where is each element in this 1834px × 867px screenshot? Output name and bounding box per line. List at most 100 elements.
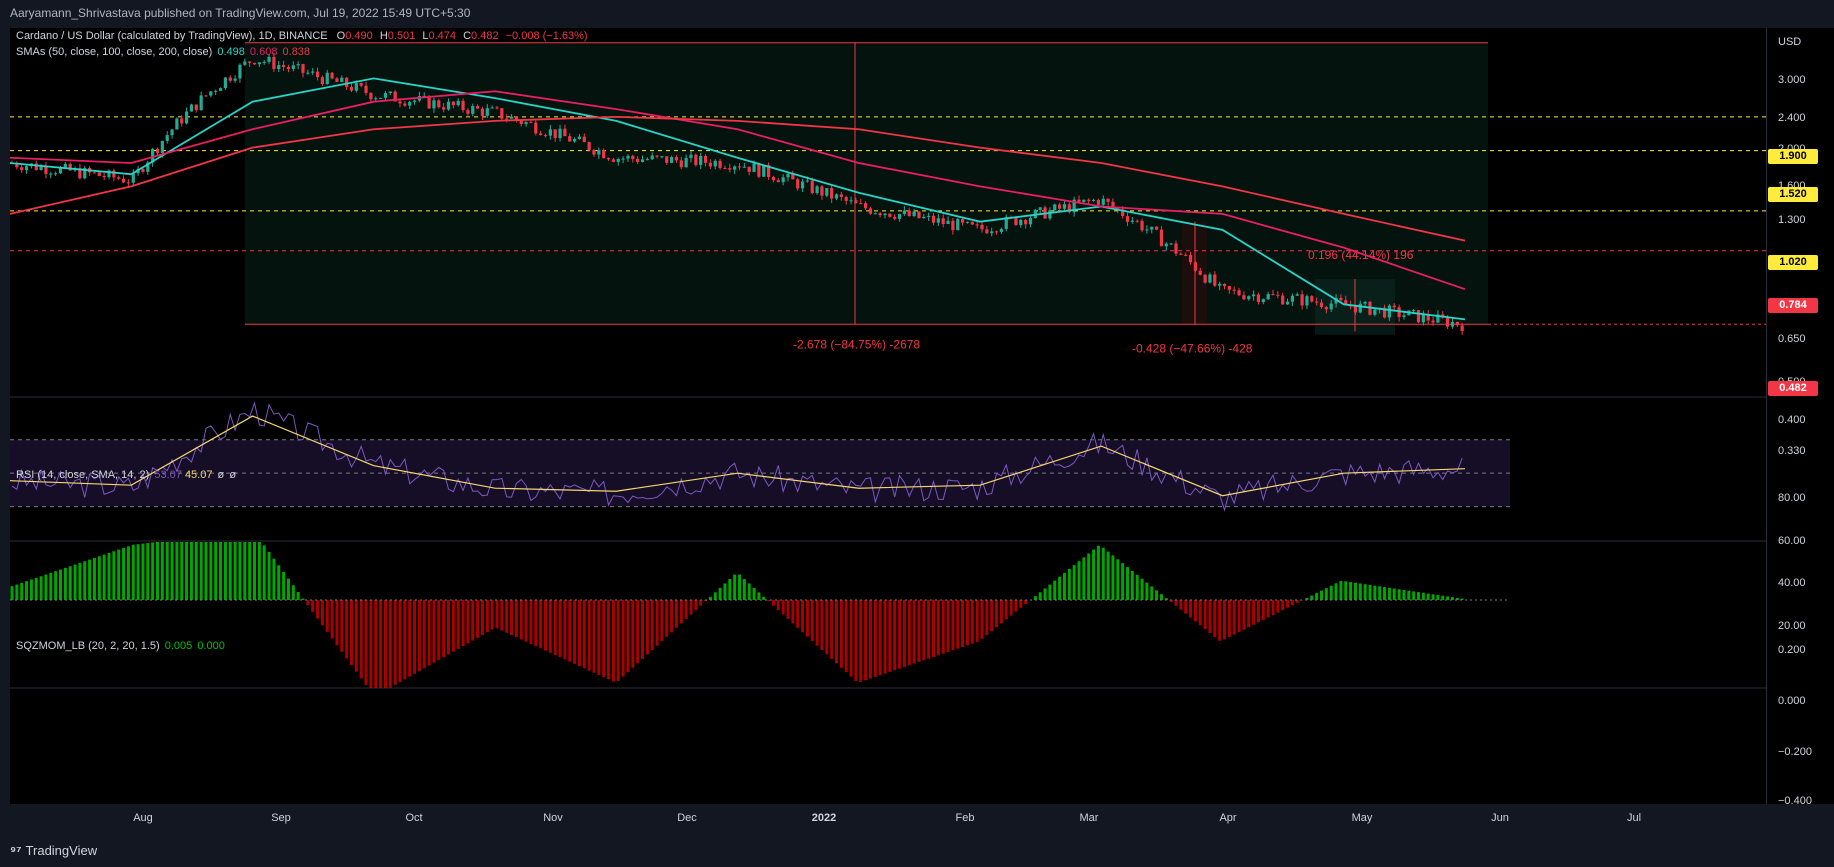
sqz-bar — [316, 600, 320, 619]
candle-body — [1412, 310, 1416, 312]
candle-body — [277, 65, 281, 69]
candle-body — [849, 200, 853, 202]
sqz-bar — [626, 600, 630, 673]
candle-body — [442, 107, 446, 110]
candle-body — [117, 177, 121, 179]
sqz-bar — [587, 600, 591, 671]
sqz-bar — [1353, 582, 1357, 600]
last-price-tag: 0.482 — [1768, 381, 1818, 396]
sqz-bar — [1417, 592, 1420, 600]
candle-body — [781, 177, 785, 183]
sqz-bar — [1033, 596, 1037, 600]
sqz-bar — [432, 600, 436, 663]
sqz-bar — [801, 600, 805, 633]
sqz-bar — [1096, 545, 1100, 600]
chart-area[interactable]: -2.678 (−84.75%) -2678 -0.428 (−47.66%) -… — [9, 28, 1766, 804]
candle-body — [1363, 301, 1367, 304]
candle-body — [670, 157, 674, 163]
sqz-bar — [762, 596, 766, 600]
candle-body — [864, 203, 868, 209]
sqz-bar — [573, 600, 577, 664]
candle-body — [1101, 198, 1105, 205]
sqz-bar — [1286, 600, 1290, 608]
sqz-bar — [1412, 591, 1416, 600]
candle-body — [859, 203, 863, 205]
sqz-bar — [214, 542, 218, 600]
sqz-bar — [708, 596, 712, 600]
sqz-bar — [898, 600, 902, 669]
candle-body — [403, 103, 407, 106]
candle-body — [771, 176, 776, 181]
sqz-bar — [1053, 580, 1057, 600]
candle-body — [383, 92, 388, 98]
candle-body — [936, 218, 940, 223]
sqz-bar — [427, 600, 431, 666]
candle-body — [1315, 301, 1319, 303]
sqz-bar — [631, 600, 635, 668]
sqz-bar — [253, 542, 256, 600]
candle-body — [1038, 207, 1042, 210]
sqz-bar — [1305, 597, 1309, 600]
sqz-bar — [369, 600, 373, 688]
candle-body — [291, 65, 295, 69]
sqz-bar — [437, 600, 441, 660]
currency-label: USD — [1778, 36, 1802, 48]
candle-body — [1446, 317, 1450, 327]
sqz-bar — [320, 600, 324, 626]
candle-body — [1382, 307, 1387, 318]
candle-body — [631, 155, 635, 159]
candle-body — [999, 228, 1003, 232]
level-tag: 1.020 — [1768, 255, 1818, 270]
sqz-bar — [403, 600, 407, 680]
tradingview-brand[interactable]: ⁹⁷ TradingView — [10, 843, 97, 858]
sqz-bar — [781, 600, 785, 615]
candle-body — [1397, 307, 1401, 317]
high-label: H — [379, 30, 388, 42]
sqz-bar — [825, 600, 829, 655]
sqz-bar — [1402, 589, 1406, 600]
sma200-value: 0.838 — [282, 46, 311, 58]
candle-body — [519, 120, 523, 125]
candle-body — [175, 118, 179, 130]
sqz-bar — [864, 600, 868, 681]
candle-body — [1028, 218, 1033, 225]
sqz-bar — [1426, 593, 1430, 600]
candle-body — [723, 167, 727, 169]
time-tick: Sep — [271, 812, 291, 824]
open-value: 0.490 — [345, 30, 373, 42]
candle-body — [1271, 294, 1275, 296]
candle-body — [1242, 295, 1246, 300]
sqz-bar — [1334, 583, 1338, 600]
sqz-bar — [456, 600, 460, 649]
sqz-bar — [1324, 588, 1328, 600]
candle-body — [786, 173, 790, 178]
sqz-bar — [223, 542, 227, 600]
candle-body — [427, 95, 431, 109]
sqz-bar — [529, 600, 533, 644]
sqz-bar — [679, 600, 683, 624]
candle-body — [238, 64, 242, 79]
sqz-bar — [379, 600, 383, 688]
candle-body — [956, 219, 960, 231]
candle-body — [655, 155, 659, 157]
sqz-bar — [1450, 597, 1454, 600]
sqz-bar — [29, 579, 33, 600]
candle-body — [1237, 290, 1241, 296]
time-tick: Feb — [955, 812, 975, 824]
sqz-bar — [519, 600, 523, 640]
candle-body — [1373, 309, 1377, 315]
sqz-bar — [388, 600, 392, 688]
sqz-bar — [1368, 584, 1372, 600]
price-tick: 0.650 — [1778, 333, 1806, 345]
sqz-bar — [156, 542, 159, 600]
sqz-bar — [39, 576, 43, 600]
sqz-bar — [383, 600, 387, 688]
candle-body — [1295, 294, 1299, 296]
candle-body — [1305, 296, 1309, 306]
candle-body — [480, 108, 485, 116]
sqz-bar — [291, 585, 295, 600]
candle-body — [733, 166, 737, 170]
sqz-bar — [1378, 586, 1382, 600]
candle-body — [694, 154, 698, 165]
candle-body — [621, 158, 625, 160]
